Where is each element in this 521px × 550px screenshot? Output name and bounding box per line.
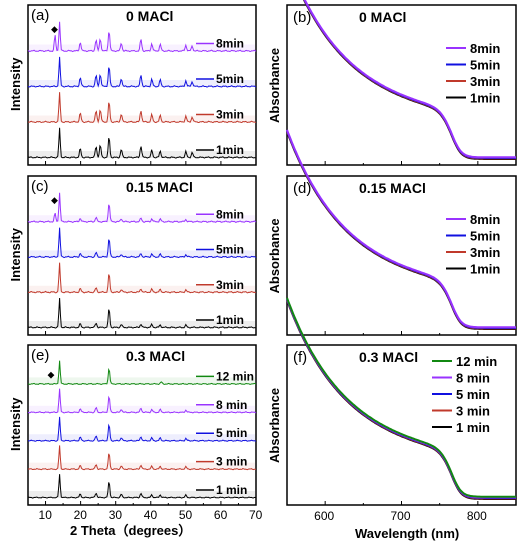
xrd-trace xyxy=(27,262,257,294)
trace-band xyxy=(29,405,255,413)
legend-label: 8min xyxy=(470,41,500,56)
xrd-trace xyxy=(27,56,257,88)
xrd-trace xyxy=(27,388,257,414)
xrd-panel-e: (e) 0.3 MACl 12 min 8 min 5 min 3 min 1 min ◆ In… xyxy=(8,344,263,538)
trace-band xyxy=(29,215,255,223)
legend-label: 12 min xyxy=(216,369,254,383)
panel-frame xyxy=(27,175,257,336)
xrd-trace xyxy=(27,192,257,223)
x-tick-label: 40 xyxy=(144,508,158,522)
xrd-trace xyxy=(27,92,257,124)
y-axis-label: Absorbance xyxy=(267,48,282,123)
legend-label: 5min xyxy=(216,243,244,257)
panel-title: 0.3 MACl xyxy=(359,349,418,365)
trace-band xyxy=(29,321,255,328)
panel-title: 0.15 MACl xyxy=(126,179,193,195)
x-tick-label: 20 xyxy=(74,508,88,522)
legend-label: 1min xyxy=(216,143,244,157)
legend-label: 5min xyxy=(470,58,500,73)
xrd-trace xyxy=(27,474,257,499)
trace-band xyxy=(29,377,255,385)
x-tick-label: 600 xyxy=(314,509,334,523)
x-tick-label: 60 xyxy=(214,508,228,522)
trace-band xyxy=(29,462,255,470)
x-tick-label: 50 xyxy=(179,508,193,522)
absorbance-curve xyxy=(303,0,516,159)
x-tick-label: 700 xyxy=(391,509,411,523)
panel-title: 0.15 MACl xyxy=(359,180,426,196)
absorbance-curve xyxy=(286,297,516,498)
y-axis-label: Absorbance xyxy=(267,218,282,293)
legend-label: 5 min xyxy=(216,426,247,440)
x-tick-label: 30 xyxy=(109,508,123,522)
absorbance-curve xyxy=(286,129,516,329)
legend-label: 8min xyxy=(216,207,244,221)
xrd-trace xyxy=(27,360,257,386)
legend-label: 3min xyxy=(470,245,500,260)
x-axis-label: Wavelength (nm) xyxy=(355,526,459,541)
panel-title: 0 MACl xyxy=(359,9,406,25)
y-axis-label: Intensity xyxy=(8,397,23,451)
xrd-panel-c: (c) 0.15 MACl 8min 5min 3min 1min ◆ Intensity xyxy=(8,175,257,336)
panel-label: (b) xyxy=(293,9,311,26)
legend-label: 8min xyxy=(470,212,500,227)
panel-label: (e) xyxy=(31,347,49,364)
trace-band xyxy=(29,250,255,258)
x-axis-label: 2 Theta（degrees） xyxy=(70,523,191,538)
legend-label: 3min xyxy=(470,74,500,89)
marker-diamond: ◆ xyxy=(51,24,58,34)
xrd-trace xyxy=(27,127,256,159)
panel-frame xyxy=(27,4,257,166)
legend-label: 3min xyxy=(216,108,244,122)
xrd-panel-a: (a) 0 MACl 8min 5min 3min 1min ◆ Intensity xyxy=(8,4,257,166)
x-tick-label: 70 xyxy=(249,508,263,522)
legend-label: 5min xyxy=(470,229,500,244)
y-axis-label: Intensity xyxy=(8,57,23,111)
panel-label: (c) xyxy=(31,178,49,195)
legend-label: 1 min xyxy=(456,420,490,435)
panel-title: 0.3 MACl xyxy=(126,348,185,364)
panel-label: (f) xyxy=(293,349,307,366)
marker-diamond: ◆ xyxy=(51,195,58,205)
panel-label: (d) xyxy=(293,180,311,197)
legend-label: 12 min xyxy=(456,354,497,369)
trace-band xyxy=(29,434,255,442)
xrd-trace xyxy=(27,21,257,53)
xrd-trace xyxy=(27,297,256,329)
panel-frame xyxy=(27,344,257,506)
legend-label: 8 min xyxy=(456,371,490,386)
x-tick-label: 10 xyxy=(39,508,53,522)
y-axis-label: Absorbance xyxy=(267,388,282,463)
xrd-trace xyxy=(27,445,256,471)
trace-band xyxy=(29,285,255,293)
legend-label: 8 min xyxy=(216,398,247,412)
legend-label: 3 min xyxy=(216,455,247,469)
xrd-trace xyxy=(27,227,257,259)
legend-label: 3 min xyxy=(456,404,490,419)
legend-label: 1min xyxy=(470,91,500,106)
legend-label: 1 min xyxy=(216,483,247,497)
legend-label: 1min xyxy=(470,262,500,277)
panel-title: 0 MACl xyxy=(126,8,173,24)
x-tick-label: 800 xyxy=(467,509,487,523)
legend-label: 3min xyxy=(216,278,244,292)
legend-label: 5 min xyxy=(456,387,490,402)
legend-label: 5min xyxy=(216,72,244,86)
xrd-trace xyxy=(27,416,257,442)
y-axis-label: Intensity xyxy=(8,227,23,281)
panel-label: (a) xyxy=(31,7,49,24)
legend-label: 8min xyxy=(216,37,244,51)
marker-diamond: ◆ xyxy=(48,369,55,379)
legend-label: 1min xyxy=(216,313,244,327)
